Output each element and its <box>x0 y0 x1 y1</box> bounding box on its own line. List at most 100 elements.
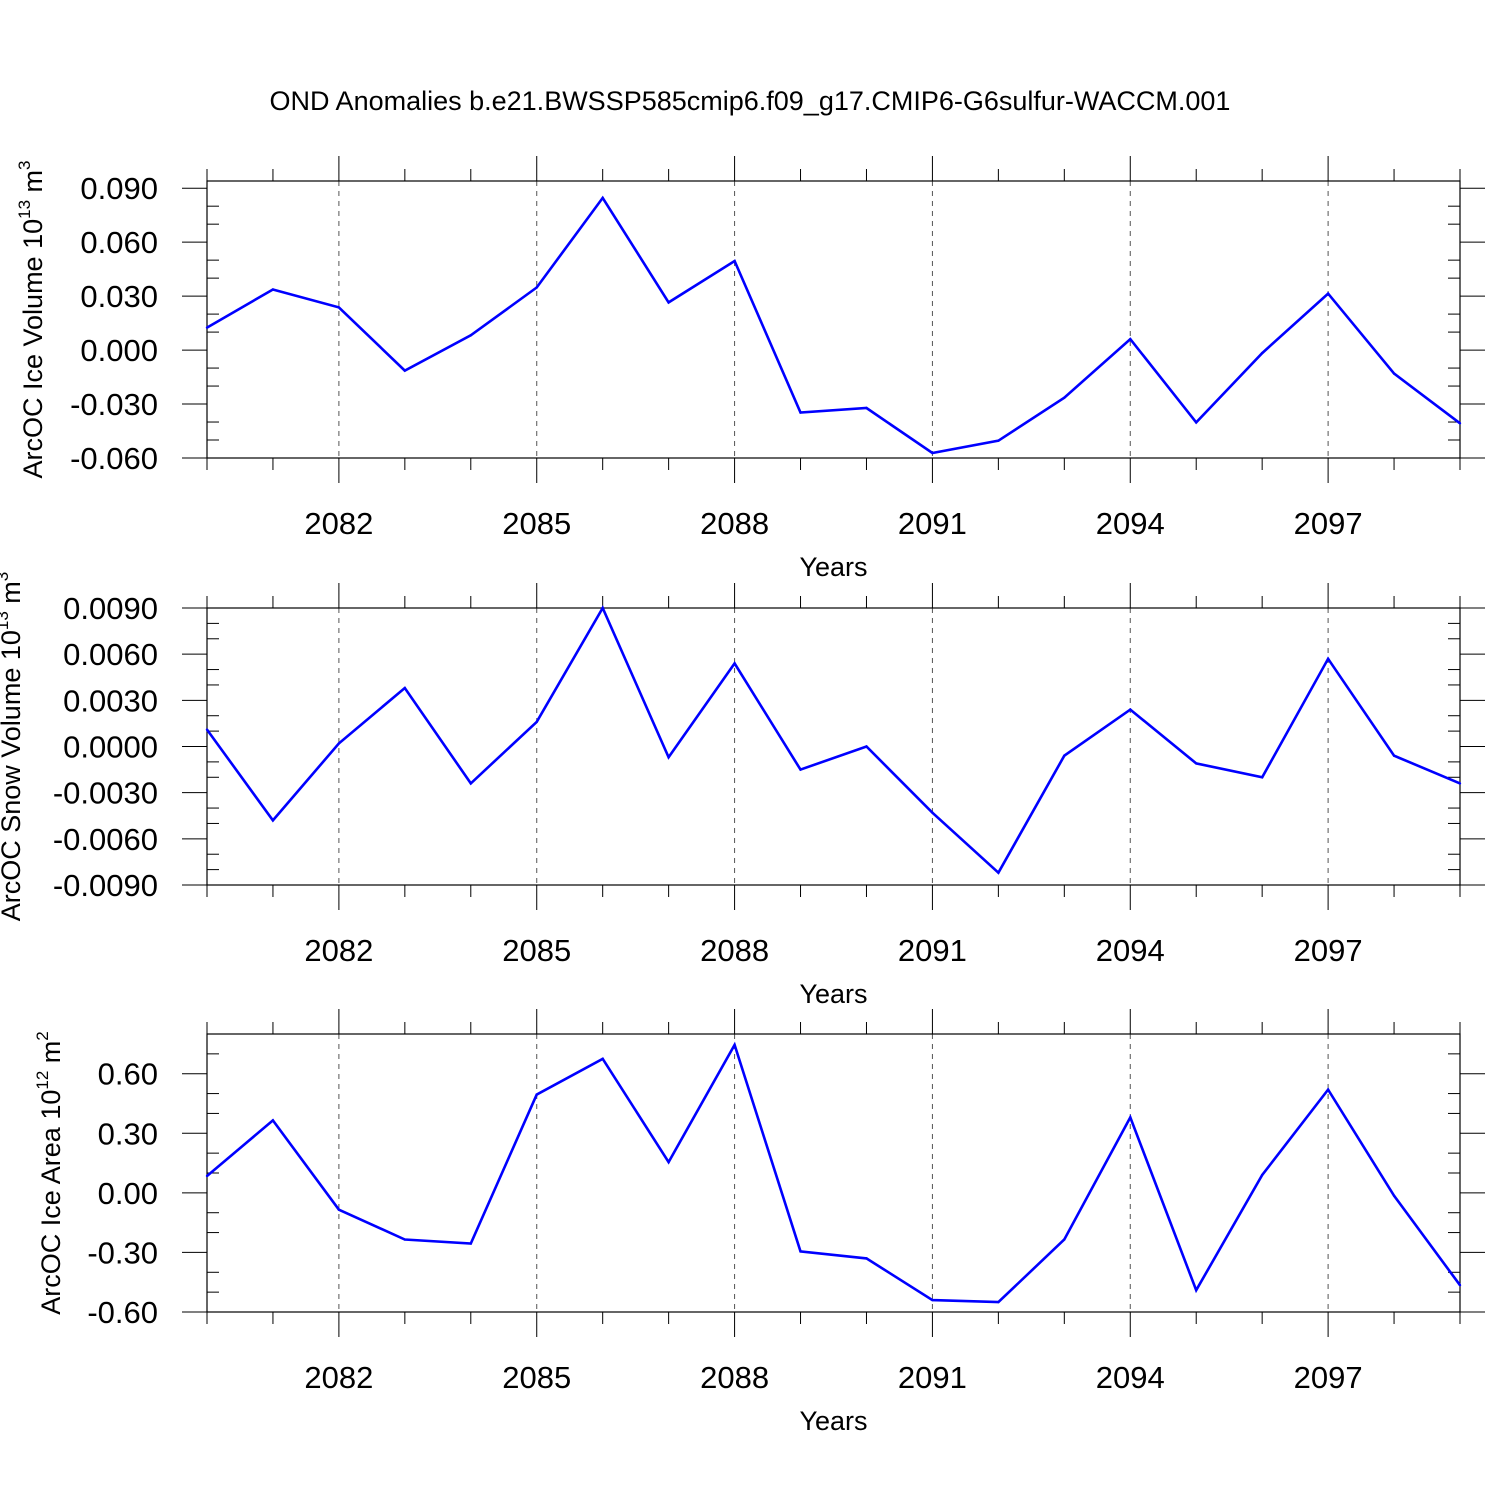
data-point <box>931 811 934 814</box>
y-label-unit-exponent: 3 <box>0 572 12 581</box>
y-axis-label: ArcOC Ice Area 1012 m2 <box>33 1031 66 1315</box>
y-tick-label: -0.0060 <box>53 822 158 857</box>
y-tick-label: 0.0060 <box>63 637 158 672</box>
data-point <box>535 1093 538 1096</box>
data-point <box>205 728 209 731</box>
y-axis-label: ArcOC Ice Volume 1013 m3 <box>15 160 48 478</box>
data-point <box>469 782 472 785</box>
x-tick-label: 2088 <box>700 1360 769 1395</box>
data-point <box>1129 1116 1132 1119</box>
data-point <box>601 1057 604 1061</box>
y-tick-label: -0.060 <box>70 441 158 476</box>
data-point <box>667 1160 670 1164</box>
y-label-text: ArcOC Ice Volume 10 <box>18 219 48 479</box>
data-point <box>271 819 275 822</box>
y-label-exponent: 13 <box>0 611 12 630</box>
y-tick-label: -0.60 <box>87 1295 158 1330</box>
data-point <box>997 439 1000 442</box>
y-axis-label: ArcOC Snow Volume 1013 m3 <box>0 572 26 922</box>
panel-3: -0.60 -0.30 0.00 0.30 0.60 2082 2085 2088 2091 20… <box>33 1009 1485 1436</box>
x-tick-label: 2085 <box>502 506 571 541</box>
data-point <box>1392 754 1396 757</box>
x-axis-label: Years <box>799 1406 867 1436</box>
data-point <box>1129 708 1132 711</box>
data-point <box>1195 1288 1198 1292</box>
x-tick-label: 2091 <box>898 933 967 968</box>
x-tick-label: 2097 <box>1294 506 1363 541</box>
y-label-text: ArcOC Snow Volume 10 <box>0 630 26 921</box>
data-point <box>1458 782 1462 785</box>
data-point <box>799 768 802 771</box>
y-tick-label: 0.0090 <box>63 591 158 626</box>
x-tick-label: 2088 <box>700 933 769 968</box>
data-point <box>865 406 868 410</box>
x-tick-label: 2085 <box>502 1360 571 1395</box>
y-label-unit-exponent: 2 <box>33 1031 52 1040</box>
y-label-unit-exponent: 3 <box>15 160 34 169</box>
panel-1: -0.060 -0.030 0.000 0.030 0.060 0.090 2082 2085… <box>15 156 1485 582</box>
series-line <box>206 1041 1462 1304</box>
x-axis-label: Years <box>799 552 867 582</box>
data-point <box>601 196 604 200</box>
x-tick-label: 2088 <box>700 506 769 541</box>
data-point <box>403 369 407 372</box>
y-tick-label: 0.060 <box>80 225 158 260</box>
data-point <box>799 411 802 414</box>
data-point <box>535 720 538 724</box>
data-point <box>601 606 604 610</box>
data-point <box>667 756 670 759</box>
x-tick-label: 2094 <box>1096 506 1165 541</box>
data-point <box>733 1043 736 1047</box>
data-point <box>205 326 209 329</box>
x-tick-label: 2091 <box>898 506 967 541</box>
x-tick-label: 2094 <box>1096 1360 1165 1395</box>
data-point <box>1063 1238 1066 1241</box>
data-point <box>535 286 538 289</box>
data-point <box>733 662 736 665</box>
data-point <box>469 1242 472 1245</box>
data-point <box>799 1250 802 1253</box>
x-axis-label: Years <box>799 979 867 1009</box>
y-tick-label: 0.30 <box>98 1116 158 1151</box>
chart-title: OND Anomalies b.e21.BWSSP585cmip6.f09_g1… <box>269 86 1231 116</box>
y-label-text: ArcOC Ice Area 10 <box>36 1090 66 1315</box>
plot-frame <box>206 1033 1461 1313</box>
series-line <box>205 605 1461 875</box>
data-point <box>667 301 670 304</box>
x-tick-label: 2097 <box>1294 1360 1363 1395</box>
y-tick-label: 0.030 <box>80 279 158 314</box>
data-point <box>1260 1173 1264 1177</box>
data-point <box>469 334 472 337</box>
y-tick-label: -0.30 <box>87 1235 158 1270</box>
data-point <box>403 1238 407 1241</box>
data-point <box>1063 754 1066 757</box>
y-label-exponent: 12 <box>33 1071 52 1090</box>
data-point <box>1326 657 1330 660</box>
y-label-unit: m <box>0 581 26 611</box>
y-label-unit: m <box>18 170 48 200</box>
y-tick-label: 0.60 <box>98 1057 158 1092</box>
data-point <box>403 686 407 690</box>
x-tick-label: 2085 <box>502 933 571 968</box>
data-point <box>1392 372 1396 375</box>
x-tick-label: 2082 <box>304 1360 373 1395</box>
y-tick-label: -0.030 <box>70 387 158 422</box>
data-point <box>1458 1283 1462 1287</box>
data-point <box>1326 292 1330 295</box>
x-tick-label: 2091 <box>898 1360 967 1395</box>
panel-2: -0.0090 -0.0060 -0.0030 0.0000 0.0030 0.0060 0… <box>0 572 1485 1009</box>
data-point <box>1392 1194 1396 1198</box>
data-point <box>337 742 341 745</box>
data-point <box>1129 337 1132 341</box>
data-point <box>931 451 934 455</box>
y-label-unit: m <box>36 1041 66 1071</box>
data-point <box>337 1208 341 1211</box>
y-tick-label: 0.00 <box>98 1176 158 1211</box>
data-point <box>205 1174 209 1178</box>
data-point <box>1260 776 1264 779</box>
data-point <box>1195 421 1198 424</box>
x-tick-label: 2082 <box>304 506 373 541</box>
y-tick-label: 0.0000 <box>63 730 158 765</box>
